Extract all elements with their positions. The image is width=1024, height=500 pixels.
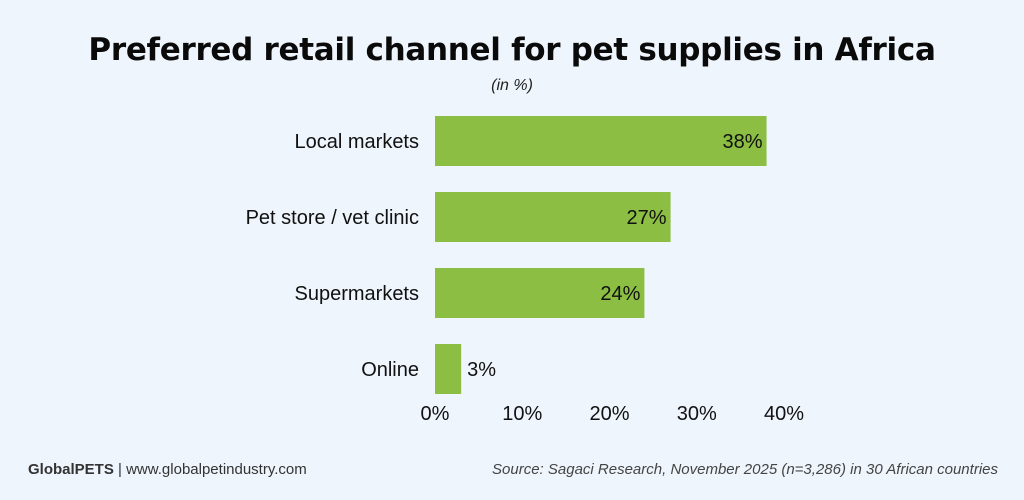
data-label: 24% bbox=[600, 283, 640, 305]
data-label: 3% bbox=[467, 359, 496, 381]
chart-subtitle: (in %) bbox=[491, 77, 533, 94]
category-label: Supermarkets bbox=[295, 283, 420, 305]
data-label: 27% bbox=[627, 207, 667, 229]
source-note: Source: Sagaci Research, November 2025 (… bbox=[492, 461, 998, 478]
bar-chart: Local markets 38% Pet store / vet clinic 27… bbox=[246, 116, 804, 425]
x-tick-label: 0% bbox=[421, 403, 450, 425]
website-link[interactable]: www.globalpetindustry.com bbox=[126, 461, 307, 478]
x-tick-label: 30% bbox=[677, 403, 717, 425]
category-label: Pet store / vet clinic bbox=[246, 207, 419, 229]
x-tick-label: 20% bbox=[589, 403, 629, 425]
bar bbox=[435, 268, 645, 318]
data-label: 38% bbox=[723, 131, 763, 153]
x-tick-label: 40% bbox=[764, 403, 804, 425]
footer-credit: GlobalPETS | www.globalpetindustry.com bbox=[28, 461, 307, 478]
bar bbox=[435, 192, 671, 242]
bar bbox=[435, 344, 462, 394]
brand-name: GlobalPETS bbox=[28, 461, 114, 478]
category-label: Online bbox=[361, 359, 419, 381]
category-label: Local markets bbox=[295, 131, 420, 153]
x-tick-label: 10% bbox=[502, 403, 542, 425]
bar bbox=[435, 116, 767, 166]
footer-separator: | bbox=[113, 461, 127, 478]
chart-title: Preferred retail channel for pet supplie… bbox=[88, 32, 936, 68]
